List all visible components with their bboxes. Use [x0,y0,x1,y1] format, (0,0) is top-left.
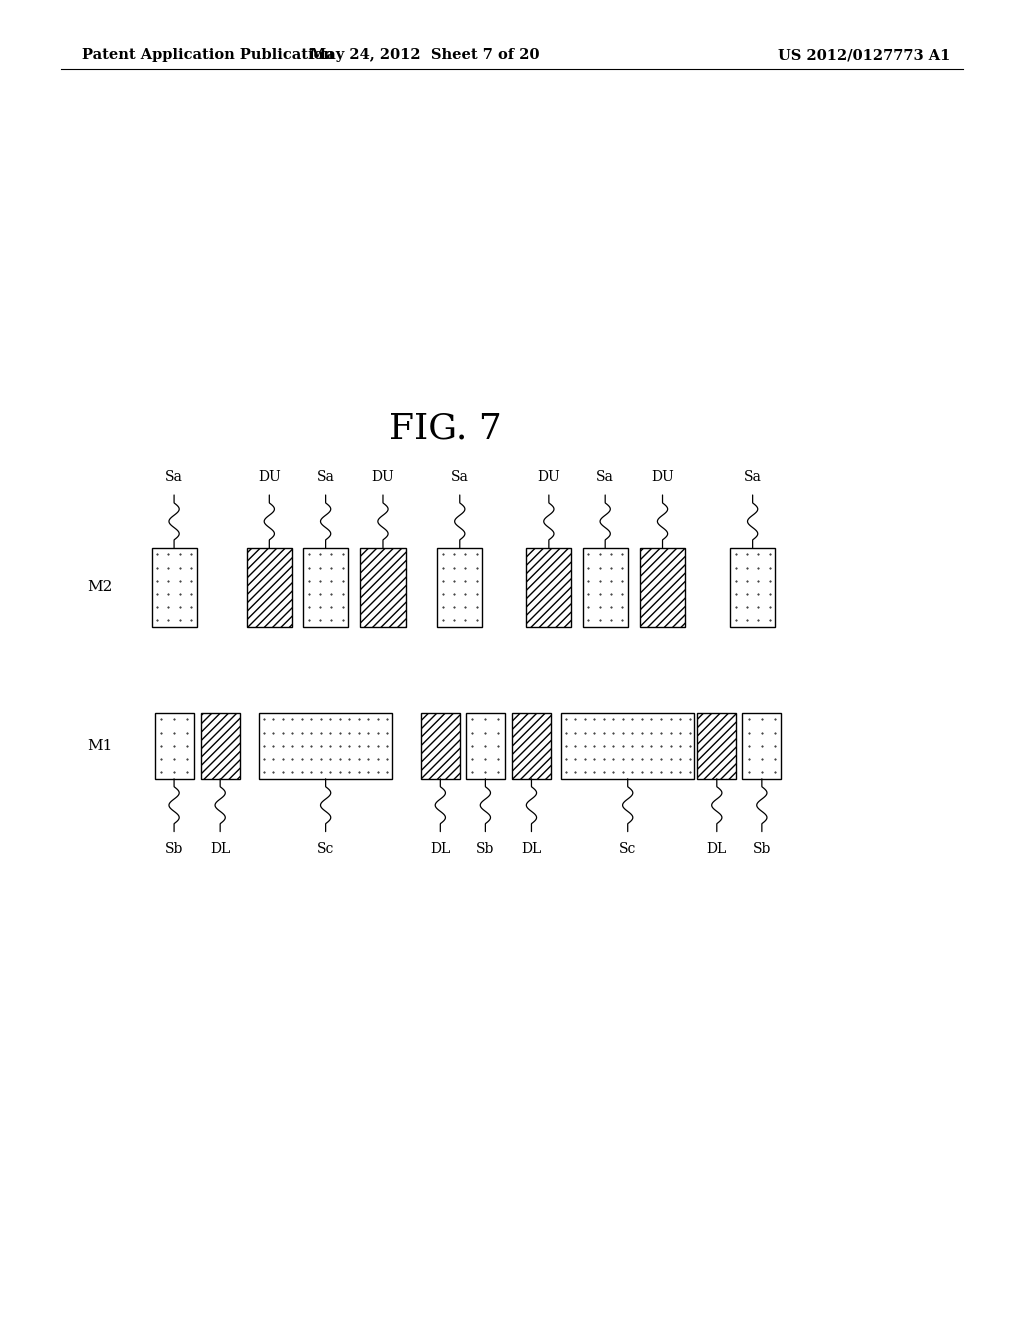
Bar [742,713,781,779]
Text: Patent Application Publication: Patent Application Publication [82,49,334,62]
Bar [303,548,348,627]
Text: Sa: Sa [596,470,614,484]
Bar [466,713,505,779]
Text: DU: DU [258,470,281,484]
Bar [201,713,240,779]
Bar [360,548,406,627]
Text: Sa: Sa [165,470,183,484]
Text: DL: DL [707,842,727,857]
Text: Sc: Sc [620,842,636,857]
Bar [437,548,482,627]
Text: DU: DU [651,470,674,484]
Bar [583,548,628,627]
Text: Sb: Sb [753,842,771,857]
Text: Sa: Sa [743,470,762,484]
Bar [730,548,775,627]
Text: Sa: Sa [316,470,335,484]
Bar [512,713,551,779]
Bar [526,548,571,627]
Text: DU: DU [538,470,560,484]
Bar [697,713,736,779]
Text: Sb: Sb [165,842,183,857]
Text: Sb: Sb [476,842,495,857]
Text: DL: DL [430,842,451,857]
Bar [421,713,460,779]
Text: FIG. 7: FIG. 7 [389,412,502,446]
Text: DL: DL [521,842,542,857]
Bar [259,713,392,779]
Text: May 24, 2012  Sheet 7 of 20: May 24, 2012 Sheet 7 of 20 [310,49,540,62]
Bar [561,713,694,779]
Text: US 2012/0127773 A1: US 2012/0127773 A1 [778,49,950,62]
Text: DU: DU [372,470,394,484]
Text: Sc: Sc [317,842,334,857]
Bar [152,548,197,627]
Bar [155,713,194,779]
Text: DL: DL [210,842,230,857]
Text: Sa: Sa [451,470,469,484]
Text: M1: M1 [87,739,113,752]
Bar [247,548,292,627]
Text: M2: M2 [87,581,113,594]
Bar [640,548,685,627]
